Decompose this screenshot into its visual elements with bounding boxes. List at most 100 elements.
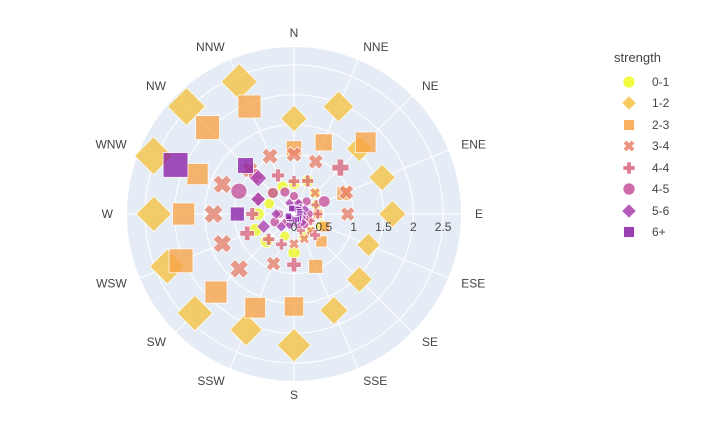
angular-axis-labels: N NNE NE ENE E ESE SE SSE S SSW SW WSW W WNW NW NNW [95,26,485,402]
data-point[interactable] [288,204,296,213]
data-point[interactable] [229,206,245,222]
legend-label: 4-5 [652,182,670,197]
angular-tick-label: WSW [96,276,127,290]
legend-item[interactable]: 5-6 [614,200,704,222]
data-point[interactable] [378,199,407,229]
angular-tick-label: NE [422,79,439,93]
data-point[interactable] [230,182,248,200]
x-icon [614,138,644,154]
angular-tick-label: SSE [363,374,387,388]
data-point[interactable] [248,168,268,188]
legend-item[interactable]: 2-3 [614,114,704,136]
legend-label: 6+ [652,225,666,240]
data-point[interactable] [279,186,291,198]
data-point[interactable] [301,196,312,207]
radial-tick-label: 0.5 [315,220,332,234]
data-point[interactable] [239,225,255,242]
diamond-icon [614,202,644,219]
circle-icon [614,74,644,90]
data-point[interactable] [318,220,330,233]
radial-axis-labels: 0 0.5 1 1.5 2 2.5 [291,220,452,234]
data-point[interactable] [162,152,189,178]
data-point[interactable] [314,133,333,152]
data-point[interactable] [204,280,228,304]
angular-tick-label: NNE [363,40,388,54]
data-point[interactable] [331,158,350,177]
data-point[interactable] [284,212,293,220]
angular-tick-label: W [102,207,114,221]
data-point[interactable] [338,184,355,201]
data-point[interactable] [134,136,173,176]
legend-item[interactable]: 1-2 [614,93,704,115]
data-point[interactable] [212,233,233,254]
legend-label: 4-4 [652,160,670,175]
data-point[interactable] [267,187,279,199]
data-point[interactable] [275,220,288,233]
data-point[interactable] [176,294,214,332]
data-point[interactable] [356,232,381,258]
data-point[interactable] [203,203,224,225]
data-point[interactable] [186,163,209,186]
data-point[interactable] [168,248,194,274]
square-icon [614,224,644,240]
angular-tick-label: SSW [197,374,225,388]
legend-item[interactable]: 4-5 [614,179,704,201]
data-point[interactable] [271,168,285,183]
data-point[interactable] [287,175,301,188]
radial-tick-label: 0 [291,220,298,234]
angular-tick-label: ESE [461,276,485,290]
legend-item[interactable]: 0-1 [614,71,704,93]
data-point[interactable] [315,235,328,248]
diamond-icon [614,95,644,112]
data-point[interactable] [285,145,303,163]
data-point[interactable] [301,174,315,188]
data-point[interactable] [195,115,220,140]
data-point[interactable] [307,153,324,170]
data-point[interactable] [319,295,349,326]
data-point[interactable] [283,296,305,317]
data-point[interactable] [229,312,263,347]
legend-item[interactable]: 3-4 [614,136,704,158]
radial-tick-label: 2 [410,220,417,234]
data-point[interactable] [309,229,321,241]
data-point[interactable] [308,258,324,274]
circle-icon [614,181,644,197]
data-point[interactable] [318,195,331,208]
data-point[interactable] [244,296,266,319]
data-point[interactable] [280,104,308,133]
data-point[interactable] [368,163,396,192]
angular-tick-label: E [475,207,483,221]
angular-tick-label: S [290,388,298,402]
data-point[interactable] [135,195,173,233]
legend-label: 3-4 [652,139,670,154]
data-point[interactable] [229,258,250,279]
data-point[interactable] [288,237,300,250]
data-point[interactable] [286,257,302,273]
data-point[interactable] [276,327,312,363]
data-point[interactable] [250,191,267,208]
data-point[interactable] [237,157,254,174]
data-point[interactable] [262,232,276,246]
data-point[interactable] [256,219,272,235]
data-point[interactable] [345,265,373,293]
data-point[interactable] [265,255,282,272]
angular-tick-label: SW [147,335,167,349]
series-1-2 [134,63,407,363]
data-point[interactable] [237,94,262,119]
data-marks [134,63,407,363]
data-point[interactable] [245,207,260,221]
data-point[interactable] [212,174,233,195]
legend-item[interactable]: 4-4 [614,157,704,179]
data-point[interactable] [309,186,322,199]
data-point[interactable] [172,202,196,226]
legend-title: strength [614,50,661,65]
data-point[interactable] [339,206,356,222]
data-point[interactable] [275,238,288,251]
data-point[interactable] [354,131,377,154]
data-point[interactable] [263,198,275,210]
data-point[interactable] [270,208,283,220]
data-point[interactable] [322,90,355,123]
data-point[interactable] [261,147,279,165]
angular-tick-label: SE [422,335,438,349]
legend-item[interactable]: 6+ [614,222,704,244]
